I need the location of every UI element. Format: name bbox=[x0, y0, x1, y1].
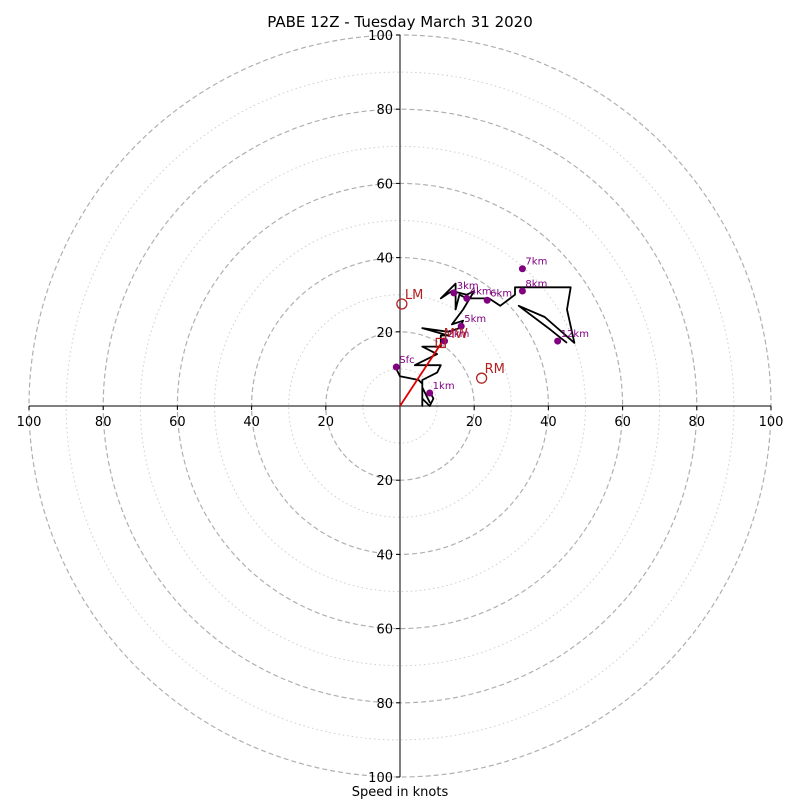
height-marker-dot bbox=[463, 294, 471, 302]
x-tick-label: 80 bbox=[689, 415, 706, 430]
height-marker-dot bbox=[392, 363, 400, 371]
storm-motion-label: RM bbox=[485, 362, 505, 377]
height-marker-label: 4km bbox=[470, 286, 492, 297]
y-tick-label: 20 bbox=[376, 326, 393, 341]
y-tick-label: 80 bbox=[376, 103, 393, 118]
height-marker-dot bbox=[518, 265, 526, 273]
height-marker-label: 2km bbox=[448, 329, 470, 340]
height-marker-label: 5km bbox=[464, 314, 486, 325]
storm-motion-label: LM bbox=[405, 288, 423, 303]
height-marker-label: 8km bbox=[525, 279, 547, 290]
height-marker-label: 3km bbox=[457, 281, 479, 292]
y-tick-label: 80 bbox=[376, 697, 393, 712]
mean-wind-line bbox=[399, 340, 444, 407]
x-tick-label: 80 bbox=[95, 415, 112, 430]
x-tick-label: 60 bbox=[614, 415, 631, 430]
y-tick-label: 60 bbox=[376, 177, 393, 192]
height-marker-dot bbox=[441, 337, 449, 345]
height-marker-dot bbox=[450, 289, 458, 297]
x-tick-label: 100 bbox=[17, 415, 42, 430]
x-tick-label: 100 bbox=[759, 415, 784, 430]
x-tick-label: 40 bbox=[243, 415, 260, 430]
height-marker-dot bbox=[518, 287, 526, 295]
mean-wind-label: MW bbox=[444, 327, 468, 342]
x-tick-label: 20 bbox=[466, 415, 483, 430]
height-marker-label: 1km bbox=[433, 381, 455, 392]
y-tick-label: 40 bbox=[376, 548, 393, 563]
height-marker-label: Sfc bbox=[399, 355, 414, 366]
tick-labels: 100 80 60 40 20 20 40 60 80 100 100 80 60 40 20 20 40 60 8… bbox=[17, 29, 784, 786]
height-marker-dot bbox=[426, 389, 434, 397]
height-marker-label: 7km bbox=[525, 257, 547, 268]
x-axis-title: Speed in knots bbox=[352, 785, 449, 800]
height-marker-label: 12km bbox=[561, 329, 589, 340]
x-tick-label: 60 bbox=[169, 415, 186, 430]
mean-wind-vector bbox=[399, 340, 444, 407]
mean-wind-square bbox=[435, 337, 446, 349]
height-marker-dot bbox=[457, 322, 465, 330]
y-tick-label: 60 bbox=[376, 623, 393, 638]
storm-motion-circle bbox=[475, 372, 488, 384]
storm-motion-markers: LM RM MW bbox=[396, 288, 505, 384]
y-tick-label: 100 bbox=[368, 29, 393, 44]
y-tick-label: 100 bbox=[368, 771, 393, 786]
height-marker-label: 6km bbox=[490, 288, 512, 299]
y-tick-label: 40 bbox=[376, 252, 393, 267]
chart-title: PABE 12Z - Tuesday March 31 2020 bbox=[267, 13, 533, 31]
height-marker-dot bbox=[554, 337, 562, 345]
x-tick-label: 20 bbox=[318, 415, 335, 430]
storm-motion-circle bbox=[396, 298, 408, 310]
x-tick-label: 40 bbox=[540, 415, 557, 430]
height-marker-dot bbox=[483, 296, 491, 304]
y-tick-label: 20 bbox=[376, 474, 393, 489]
